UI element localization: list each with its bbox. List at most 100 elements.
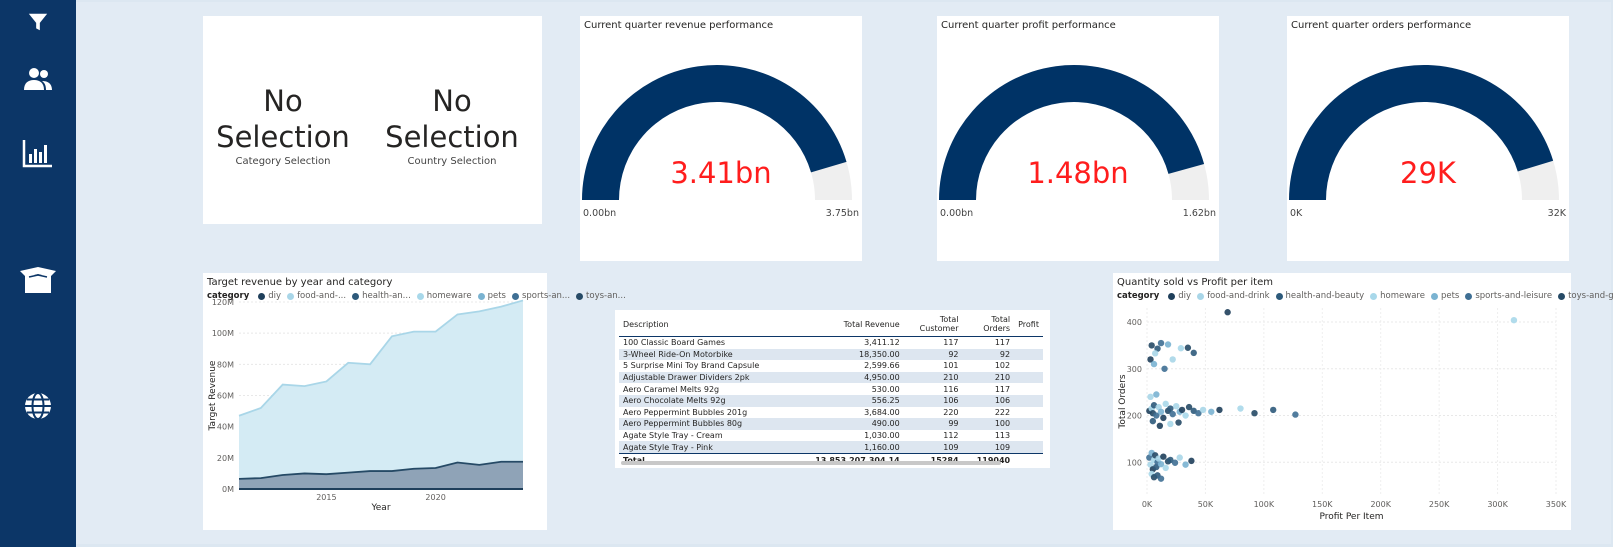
col-total-orders[interactable]: Total Orders — [962, 312, 1015, 337]
table-cell: Aero Peppermint Bubbles 201g — [623, 407, 748, 417]
scatter-point[interactable] — [1251, 409, 1258, 417]
scatter-point[interactable] — [1292, 411, 1299, 418]
scatter-point[interactable] — [1182, 461, 1189, 468]
col-description[interactable]: Description — [619, 312, 812, 337]
scatter-point[interactable] — [1208, 408, 1215, 415]
orders-gauge-card: Current quarter orders performance 29K 0… — [1287, 16, 1569, 261]
table-row[interactable]: Aero Peppermint Bubbles 80g 490.00 99 100 — [619, 418, 1043, 430]
scatter-point[interactable] — [1173, 402, 1180, 410]
scatter-legend-item[interactable]: food-and-drink — [1207, 291, 1270, 301]
table-row[interactable]: Aero Caramel Melts 92g 530.00 116 117 — [619, 383, 1043, 395]
table-row[interactable]: Agate Style Tray - Cream 1,030.00 112 113 — [619, 430, 1043, 442]
area-y-tick-label: 0M — [222, 485, 234, 494]
scatter-point[interactable] — [1150, 360, 1158, 368]
scatter-point[interactable] — [1148, 342, 1155, 349]
scatter-point[interactable] — [1147, 356, 1154, 363]
col-profit[interactable]: Profit — [1014, 312, 1043, 337]
nav-products-button[interactable] — [10, 131, 66, 175]
table-row[interactable]: Agate Style Tray - Pink 1,160.00 109 109 — [619, 441, 1043, 454]
scatter-legend-item[interactable]: health-and-beauty — [1285, 291, 1365, 301]
product-table: Description Total Revenue Total Customer… — [619, 312, 1043, 467]
area-y-tick-label: 60M — [217, 392, 234, 401]
scatter-point[interactable] — [1216, 406, 1223, 414]
scatter-point[interactable] — [1160, 414, 1167, 422]
scatter-point[interactable] — [1171, 459, 1179, 466]
scatter-point[interactable] — [1160, 453, 1167, 460]
scatter-point[interactable] — [1237, 405, 1244, 412]
table-cell: 99 — [903, 418, 963, 430]
area-legend-item[interactable]: toys-an... — [586, 291, 626, 301]
table-row[interactable]: 5 Surprise Mini Toy Brand Capsule 2,599.6… — [619, 360, 1043, 372]
revenue-gauge-title: Current quarter revenue performance — [584, 20, 774, 31]
scatter-point[interactable] — [1157, 460, 1165, 468]
scatter-point[interactable] — [1199, 406, 1207, 414]
scatter-legend-item[interactable]: homeware — [1380, 291, 1425, 301]
table-cell: 102 — [994, 361, 1011, 371]
scatter-point[interactable] — [1167, 420, 1174, 428]
table-row[interactable]: Aero Peppermint Bubbles 201g 3,684.00 220 2… — [619, 407, 1043, 419]
scatter-point[interactable] — [1167, 405, 1174, 412]
area-y-tick-label: 40M — [217, 423, 234, 432]
area-legend-item[interactable]: sports-an... — [521, 291, 571, 301]
scatter-point[interactable] — [1224, 309, 1231, 316]
scatter-point[interactable] — [1162, 400, 1169, 408]
scatter-point[interactable] — [1510, 316, 1518, 324]
scatter-point[interactable] — [1184, 344, 1192, 351]
area-legend-item[interactable]: food-and-... — [297, 291, 347, 301]
scatter-point[interactable] — [1169, 356, 1176, 363]
scatter-point[interactable] — [1175, 419, 1182, 426]
col-total-revenue[interactable]: Total Revenue — [811, 312, 904, 337]
scatter-point[interactable] — [1182, 412, 1189, 419]
scatter-point[interactable] — [1157, 408, 1165, 415]
scatter-legend-item[interactable]: sports-and-leisure — [1475, 291, 1553, 301]
table-horizontal-scrollbar[interactable] — [621, 461, 1001, 465]
scatter-legend-item[interactable]: pets — [1440, 291, 1460, 301]
table-cell: 100 — [962, 418, 1015, 430]
table-row[interactable]: 100 Classic Board Games 3,411.12 117 117 — [619, 337, 1043, 349]
scatter-point[interactable] — [1185, 403, 1193, 411]
scatter-point[interactable] — [1149, 417, 1157, 425]
scatter-legend-item[interactable]: toys-and-games — [1568, 291, 1613, 301]
area-legend-item[interactable]: homeware — [426, 291, 472, 301]
scatter-point[interactable] — [1177, 345, 1185, 352]
scatter-point[interactable] — [1151, 350, 1159, 357]
area-legend-item[interactable]: pets — [487, 291, 506, 301]
scatter-point[interactable] — [1164, 341, 1172, 348]
table-row[interactable]: Aero Chocolate Melts 92g 556.25 106 106 — [619, 394, 1043, 407]
scatter-point[interactable] — [1161, 365, 1168, 372]
scatter-point[interactable] — [1188, 457, 1195, 465]
scatter-point[interactable] — [1153, 412, 1160, 419]
scatter-point[interactable] — [1270, 406, 1277, 414]
scatter-point[interactable] — [1147, 393, 1154, 401]
nav-filter-button[interactable] — [10, 0, 66, 44]
scatter-point[interactable] — [1162, 464, 1169, 472]
category-slicer-value[interactable]: No Selection — [216, 84, 350, 154]
scatter-legend-item[interactable]: diy — [1178, 291, 1192, 301]
scatter-point[interactable] — [1178, 406, 1186, 414]
nav-customers-button[interactable] — [10, 57, 66, 101]
area-series-line-food-and-drink[interactable] — [238, 299, 524, 417]
scatter-point[interactable] — [1156, 422, 1164, 430]
nav-map-button[interactable] — [10, 384, 66, 428]
profit-gauge-title: Current quarter profit performance — [941, 20, 1116, 31]
table-row[interactable]: Adjustable Drawer Dividers 2pk 4,950.00 21… — [619, 371, 1043, 384]
scatter-point[interactable] — [1195, 409, 1202, 417]
scatter-point[interactable] — [1157, 475, 1165, 482]
revenue-gauge-max: 3.75bn — [825, 208, 859, 219]
scatter-point[interactable] — [1153, 391, 1160, 398]
area-series-line-toys-and-games[interactable] — [238, 460, 523, 480]
area-legend-item[interactable]: health-an... — [362, 291, 411, 301]
scatter-point[interactable] — [1157, 339, 1165, 347]
table-row[interactable]: 3-Wheel Ride-On Motorbike 18,350.00 92 92 — [619, 348, 1043, 361]
scatter-point[interactable] — [1169, 410, 1176, 418]
scatter-point[interactable] — [1176, 454, 1183, 461]
col-total-customer[interactable]: Total Customer — [903, 312, 963, 337]
scatter-point[interactable] — [1190, 349, 1197, 357]
scatter-x-tick-label: 350K — [1546, 500, 1567, 509]
nav-orders-button[interactable] — [10, 258, 66, 302]
table-cell: 5 Surprise Mini Toy Brand Capsule — [623, 361, 760, 371]
area-legend-item[interactable]: diy — [268, 291, 282, 301]
country-slicer-value[interactable]: No Selection — [385, 84, 519, 154]
scatter-point[interactable] — [1167, 456, 1174, 464]
orders-gauge-fill — [1289, 65, 1554, 200]
